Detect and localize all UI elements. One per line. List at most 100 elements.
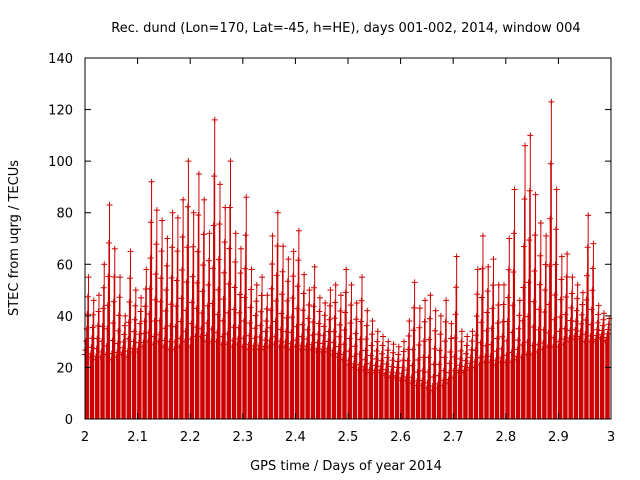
- y-axis-label: STEC from uqrg / TECUs: [7, 160, 22, 316]
- data-point-marker: [585, 212, 592, 219]
- data-point-marker: [379, 342, 386, 349]
- data-point-marker: [510, 269, 517, 276]
- data-point-marker: [589, 265, 596, 272]
- data-point-marker: [563, 273, 570, 280]
- data-point-marker: [95, 308, 102, 315]
- data-point-marker: [95, 292, 102, 299]
- data-point-marker: [236, 291, 243, 298]
- data-point-marker: [201, 196, 208, 203]
- data-point-marker: [248, 266, 255, 273]
- data-point-marker: [436, 347, 443, 354]
- data-point-marker: [516, 297, 523, 304]
- data-point-marker: [190, 243, 197, 250]
- data-point-marker: [520, 243, 527, 250]
- data-point-marker: [342, 309, 349, 316]
- data-point-marker: [231, 284, 238, 291]
- data-point-marker: [174, 214, 181, 221]
- data-point-marker: [510, 230, 517, 237]
- y-tick-label: 20: [56, 361, 73, 376]
- data-point-marker: [495, 302, 502, 309]
- data-point-marker: [500, 301, 507, 308]
- data-point-marker: [280, 243, 287, 250]
- data-point-marker: [126, 275, 133, 282]
- data-point-marker: [574, 295, 581, 302]
- y-axis-ticks: 0 20 40 60 80 100 120 140: [48, 52, 611, 428]
- impulse-series: [82, 98, 613, 419]
- data-point-marker: [295, 257, 302, 264]
- data-point-marker: [420, 338, 427, 345]
- data-point-marker: [358, 297, 365, 304]
- data-point-marker: [564, 250, 571, 257]
- data-point-marker: [257, 308, 264, 315]
- data-point-marker: [337, 307, 344, 314]
- y-tick-label: 120: [48, 104, 73, 119]
- x-tick-label: 2.6: [390, 430, 411, 445]
- data-point-marker: [532, 191, 539, 198]
- data-point-marker: [138, 294, 145, 301]
- data-point-marker: [505, 266, 512, 273]
- data-point-marker: [216, 221, 223, 228]
- data-point-marker: [406, 318, 413, 325]
- data-point-marker: [173, 277, 180, 284]
- data-point-marker: [347, 320, 354, 327]
- data-point-marker: [211, 173, 218, 180]
- data-point-marker: [315, 320, 322, 327]
- data-point-marker: [363, 336, 370, 343]
- data-point-marker: [273, 272, 280, 279]
- data-point-marker: [131, 316, 138, 323]
- data-point-marker: [369, 318, 376, 325]
- data-point-marker: [410, 327, 417, 334]
- data-point-marker: [385, 338, 392, 345]
- data-point-marker: [247, 304, 254, 311]
- data-point-marker: [595, 311, 602, 318]
- data-point-marker: [253, 281, 260, 288]
- data-point-marker: [117, 274, 124, 281]
- data-point-marker: [185, 158, 192, 165]
- data-point-marker: [558, 276, 565, 283]
- data-point-marker: [522, 142, 529, 149]
- data-point-marker: [294, 283, 301, 290]
- data-point-marker: [253, 298, 260, 305]
- data-point-marker: [473, 313, 480, 320]
- data-point-marker: [536, 281, 543, 288]
- data-point-marker: [153, 207, 160, 214]
- data-point-marker: [389, 357, 396, 364]
- data-point-marker: [537, 220, 544, 227]
- data-point-marker: [85, 274, 92, 281]
- data-point-marker: [478, 294, 485, 301]
- data-point-marker: [474, 291, 481, 298]
- data-point-marker: [111, 245, 118, 252]
- data-point-marker: [399, 357, 406, 364]
- data-point-marker: [569, 274, 576, 281]
- data-point-marker: [553, 186, 560, 193]
- data-point-marker: [200, 231, 207, 238]
- data-point-marker: [515, 325, 522, 332]
- data-point-marker: [115, 312, 122, 319]
- data-point-marker: [543, 232, 550, 239]
- x-tick-label: 2.1: [127, 430, 148, 445]
- data-point-marker: [432, 307, 439, 314]
- data-point-marker: [489, 282, 496, 289]
- data-point-marker: [84, 293, 91, 300]
- x-tick-label: 2: [81, 430, 89, 445]
- data-point-marker: [337, 292, 344, 299]
- data-point-marker: [579, 289, 586, 296]
- data-point-marker: [184, 244, 191, 251]
- data-point-marker: [152, 271, 159, 278]
- data-point-marker: [464, 333, 471, 340]
- data-point-marker: [401, 338, 408, 345]
- data-point-marker: [274, 242, 281, 249]
- data-point-marker: [457, 347, 464, 354]
- data-point-marker: [553, 226, 560, 233]
- data-point-marker: [437, 312, 444, 319]
- x-tick-label: 2.9: [548, 430, 569, 445]
- data-point-marker: [126, 298, 133, 305]
- data-point-marker: [547, 160, 554, 167]
- data-point-marker: [562, 294, 569, 301]
- data-point-marker: [168, 274, 175, 281]
- data-point-marker: [194, 248, 201, 255]
- data-point-marker: [122, 312, 129, 319]
- data-point-marker: [368, 342, 375, 349]
- data-point-marker: [216, 181, 223, 188]
- data-point-marker: [405, 332, 412, 339]
